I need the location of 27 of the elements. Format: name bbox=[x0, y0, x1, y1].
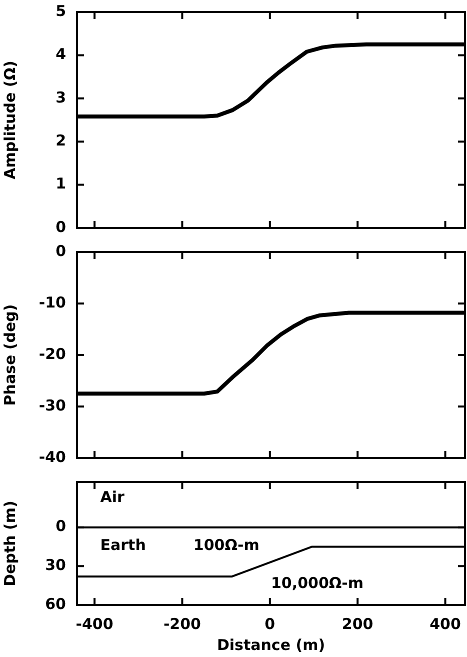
x-tick-label: -400 bbox=[76, 614, 114, 633]
y-tick-label: 1 bbox=[56, 174, 66, 193]
x-tick-label: 0 bbox=[264, 614, 276, 633]
y-tick-label: 2 bbox=[56, 131, 66, 150]
annotation: Earth bbox=[100, 536, 146, 554]
y-tick-label: 30 bbox=[45, 556, 66, 574]
y-tick-label: 5 bbox=[56, 2, 66, 20]
y-tick-label: 0 bbox=[56, 517, 66, 536]
x-tick-label: -200 bbox=[163, 614, 201, 633]
y-axis-title: Amplitude (Ω) bbox=[0, 60, 19, 180]
y-tick-label: -10 bbox=[38, 293, 66, 312]
x-tick-label: 200 bbox=[342, 614, 374, 633]
x-tick-label: 400 bbox=[430, 614, 461, 633]
y-tick-label: -20 bbox=[38, 344, 66, 363]
y-tick-label: 4 bbox=[56, 45, 66, 64]
y-tick-label: -30 bbox=[38, 396, 66, 414]
x-axis-title: Distance (m) bbox=[216, 636, 326, 654]
annotation: 100Ω-m bbox=[193, 536, 260, 554]
y-tick-label: -40 bbox=[38, 448, 66, 466]
y-axis-title: Phase (deg) bbox=[0, 304, 19, 406]
y-axis-title: Depth (m) bbox=[0, 500, 19, 586]
y-tick-label: 0 bbox=[56, 218, 66, 236]
y-tick-label: 3 bbox=[56, 88, 66, 106]
y-tick-label: 60 bbox=[45, 594, 66, 613]
annotation: 10,000Ω-m bbox=[271, 574, 364, 592]
annotation: Air bbox=[100, 488, 126, 506]
y-tick-label: 0 bbox=[56, 242, 66, 260]
